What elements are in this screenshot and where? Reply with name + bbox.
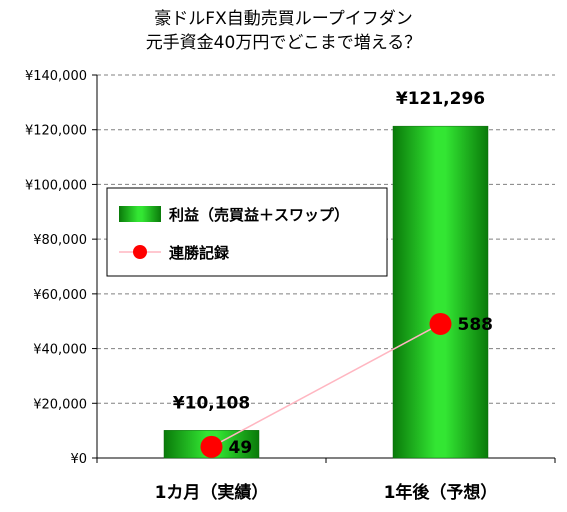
legend-bar-swatch [119, 206, 161, 222]
x-category-label: 1年後（予想） [384, 482, 498, 503]
streak-point [200, 435, 223, 458]
streak-point [429, 312, 452, 335]
legend-point-swatch [133, 245, 147, 259]
legend-label-profit: 利益（売買益＋スワップ） [169, 206, 349, 224]
y-tick-label: ¥20,000 [33, 397, 87, 412]
y-tick-label: ¥80,000 [33, 233, 87, 248]
legend-box [106, 187, 388, 277]
y-tick-label: ¥120,000 [25, 124, 87, 139]
chart-title-line-1: 豪ドルFX自動売買ループイフダン [154, 9, 413, 29]
chart-title-line-2: 元手資金40万円でどこまで増える？ [145, 33, 422, 53]
legend: 利益（売買益＋スワップ） 連勝記録 [106, 187, 388, 277]
y-tick-label: ¥60,000 [33, 288, 87, 303]
legend-label-streak: 連勝記録 [169, 244, 230, 262]
y-tick-label: ¥40,000 [33, 343, 87, 358]
x-category-label: 1カ月（実績） [155, 482, 269, 503]
streak-data-label: 588 [458, 315, 494, 335]
bar-data-label: ¥121,296 [396, 89, 485, 109]
y-tick-label: ¥0 [70, 452, 87, 467]
bar-data-label: ¥10,108 [173, 393, 250, 413]
win-streak-line [200, 312, 452, 458]
bars [163, 125, 489, 459]
streak-data-label: 49 [229, 438, 253, 458]
data-labels: ¥10,108 ¥121,296 49 588 [173, 89, 493, 458]
y-tick-label: ¥140,000 [25, 69, 87, 84]
bar [392, 125, 489, 459]
y-tick-label: ¥100,000 [25, 178, 87, 193]
streak-line-path [211, 323, 441, 448]
